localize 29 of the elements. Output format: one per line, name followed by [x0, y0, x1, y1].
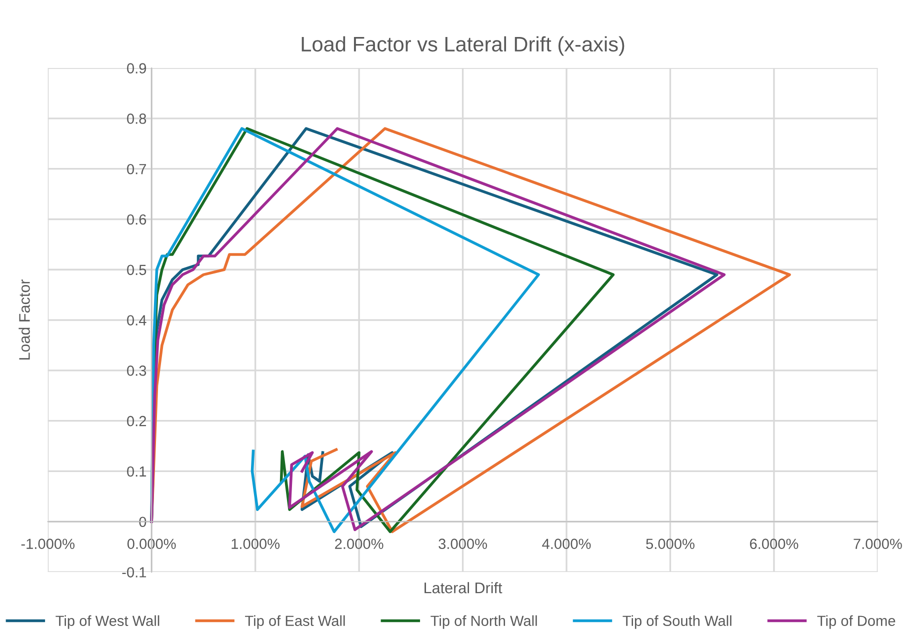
x-tick-label: 5.000%: [646, 538, 694, 550]
x-tick-label: 7.000%: [854, 538, 902, 550]
x-tick-label: 3.000%: [438, 538, 487, 550]
y-tick-label: 0.4: [127, 315, 146, 326]
y-tick-label: 0.9: [127, 63, 146, 74]
x-tick-label: 1.000%: [232, 538, 280, 550]
x-tick-label: 2.000%: [335, 538, 384, 550]
line-series: [150, 127, 540, 534]
legend-label: Tip of East Wall: [245, 615, 345, 629]
y-tick-label: 0.1: [127, 466, 146, 477]
x-tick-label: 4.000%: [542, 538, 591, 550]
y-tick-label: 0.7: [127, 164, 146, 174]
y-tick-label: 0.6: [127, 214, 146, 225]
legend-label: Tip of Dome: [817, 615, 896, 629]
legend-label: Tip of West Wall: [56, 615, 160, 629]
x-tick-label: 6.000%: [750, 538, 798, 550]
legend-label: Tip of South Wall: [622, 615, 732, 629]
y-tick-label: 0.5: [127, 264, 146, 276]
x-axis-title: Lateral Drift: [424, 582, 502, 594]
y-axis-title: Load Factor: [18, 280, 30, 360]
y-tick-label: 0.2: [127, 416, 146, 426]
y-tick-label: 0.8: [127, 114, 146, 124]
legend-label: Tip of North Wall: [430, 615, 537, 629]
chart-title: Load Factor vs Lateral Drift (x-axis): [302, 36, 624, 56]
y-tick-label: 0.3: [127, 366, 146, 376]
x-tick-label: 0.000%: [127, 538, 176, 550]
y-tick-label: 0: [139, 516, 146, 528]
y-tick-label: -0.1: [122, 567, 146, 578]
x-tick-label: -1.000%: [21, 538, 74, 550]
